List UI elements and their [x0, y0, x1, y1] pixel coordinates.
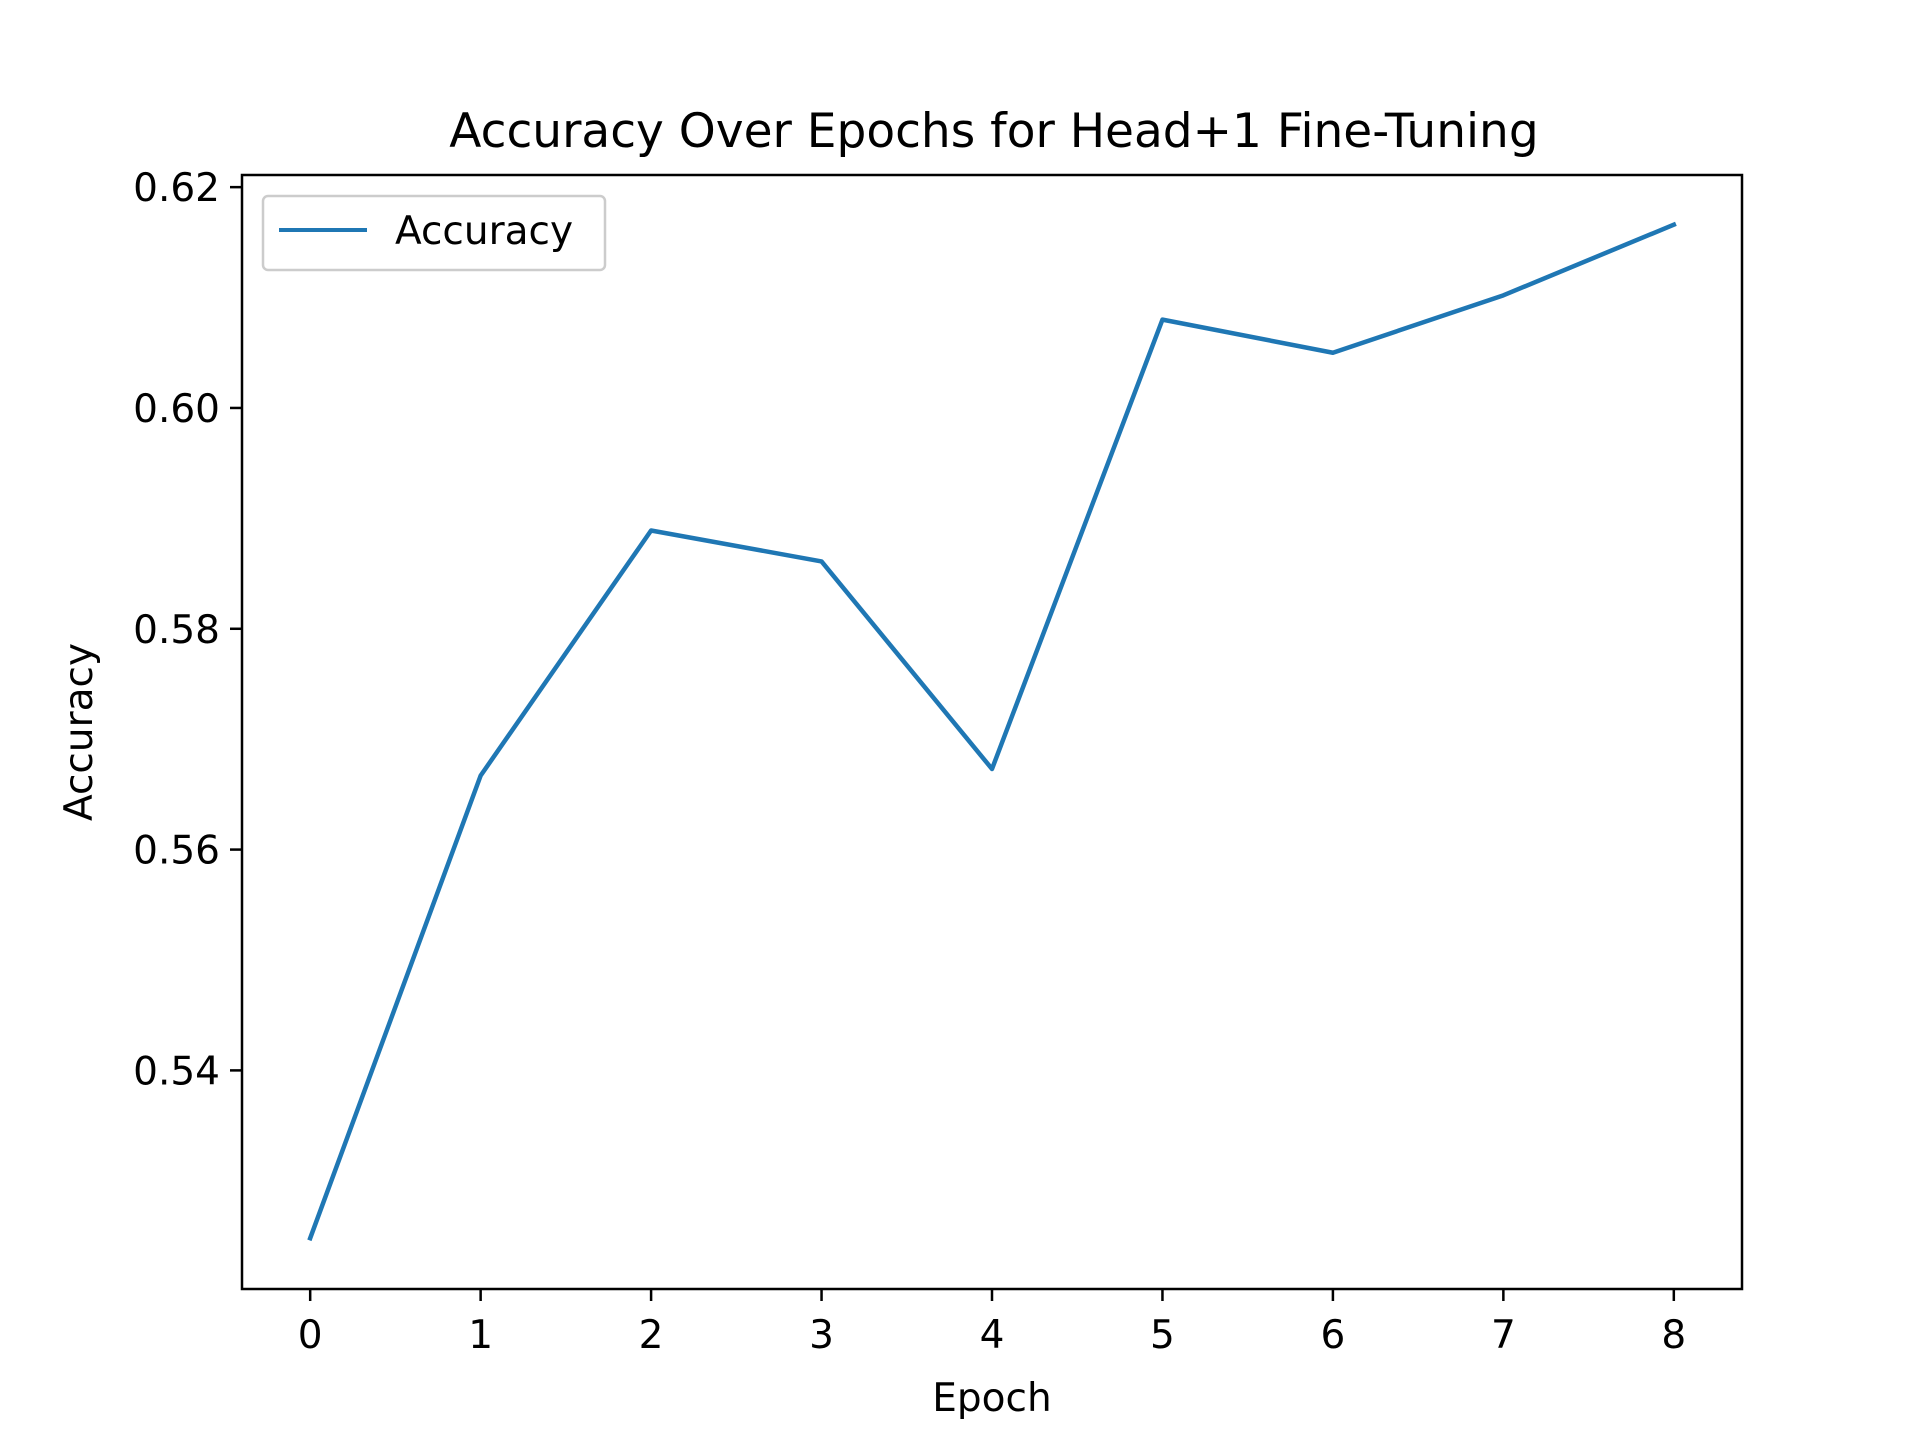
x-axis-label: Epoch [932, 1376, 1051, 1421]
y-axis-label: Accuracy [57, 643, 102, 821]
legend-label-accuracy: Accuracy [395, 209, 573, 254]
y-tick-label: 0.54 [133, 1049, 220, 1094]
plot-area-frame [240, 173, 1744, 1291]
y-tick-label: 0.62 [133, 166, 220, 211]
x-tick-label: 7 [1491, 1313, 1516, 1358]
y-tick-label: 0.60 [133, 387, 220, 432]
chart-title: Accuracy Over Epochs for Head+1 Fine-Tun… [449, 104, 1538, 159]
x-tick-label: 3 [809, 1313, 834, 1358]
x-tick-label: 4 [980, 1313, 1005, 1358]
legend: Accuracy [261, 194, 607, 272]
x-tick-label: 6 [1320, 1313, 1345, 1358]
series-layer [307, 221, 1677, 1242]
x-tick-label: 2 [639, 1313, 664, 1358]
x-tick-label: 0 [298, 1313, 323, 1358]
legend-box [261, 194, 607, 272]
series-line-accuracy [307, 221, 1677, 1242]
x-tick-label: 5 [1150, 1313, 1175, 1358]
y-tick-label: 0.58 [133, 608, 220, 653]
x-tick-label: 8 [1661, 1313, 1686, 1358]
y-axis-ticks: 0.54 0.56 0.58 0.60 0.62 [133, 166, 242, 1094]
x-tick-label: 1 [468, 1313, 493, 1358]
x-axis-ticks: 0 1 2 3 4 5 6 7 8 [298, 1289, 1686, 1358]
y-tick-label: 0.56 [133, 829, 220, 874]
